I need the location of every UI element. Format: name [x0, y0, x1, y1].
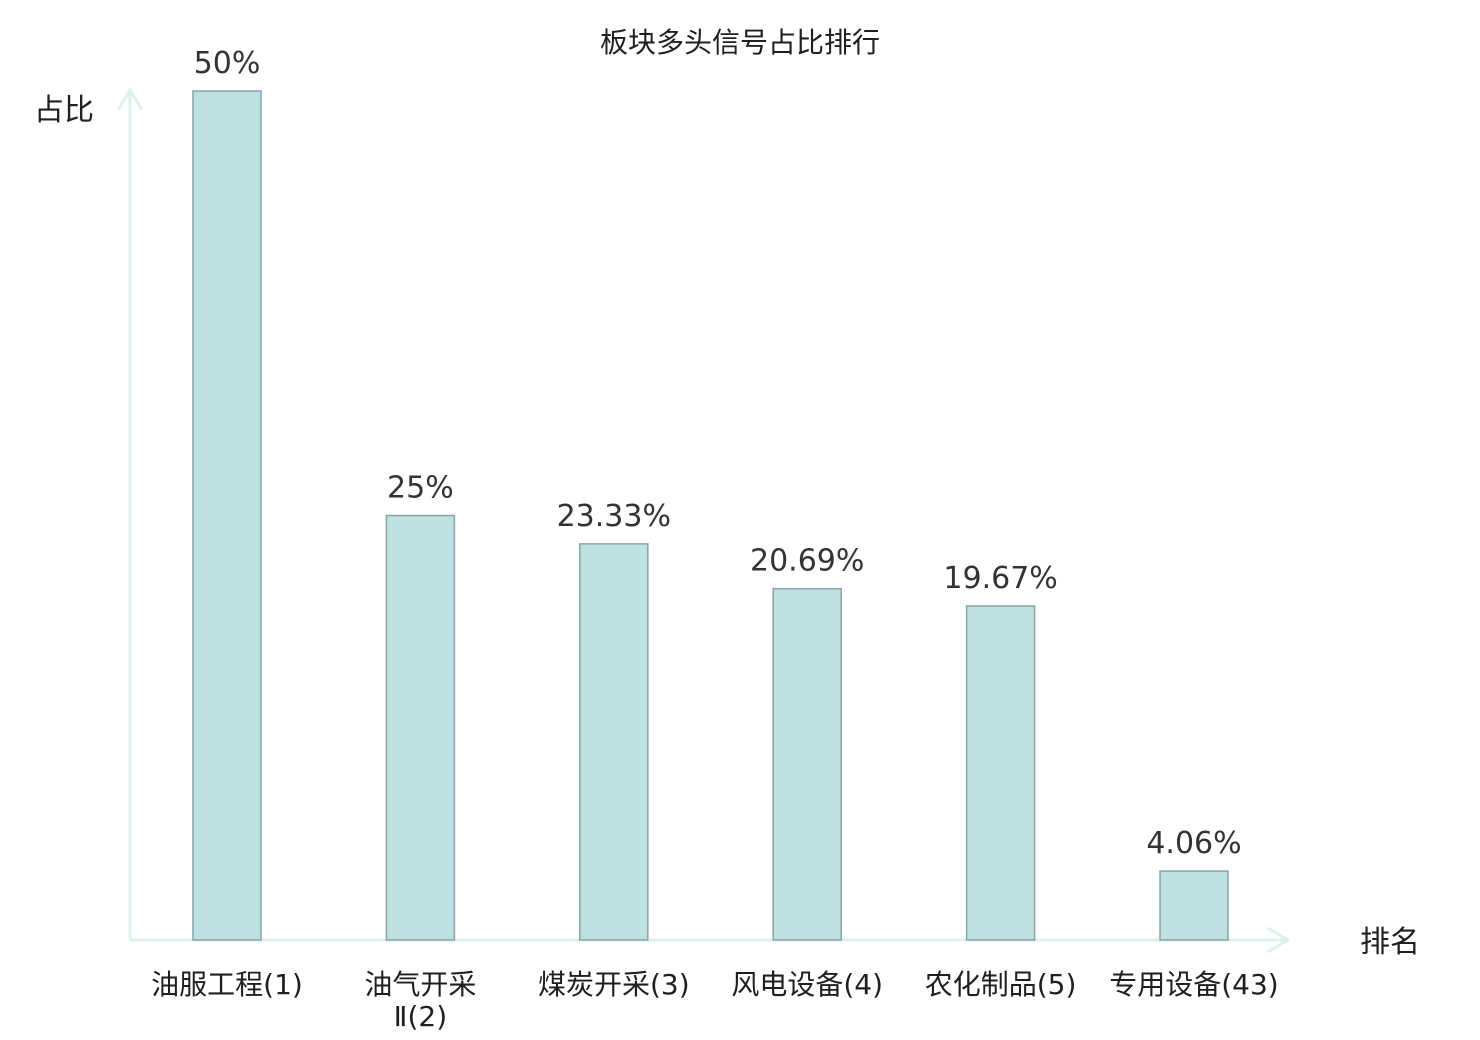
category-label-5: 农化制品(5) [925, 968, 1077, 1001]
category-label-line: Ⅱ(2) [394, 1000, 447, 1033]
x-axis [130, 926, 1291, 954]
value-label-1: 50% [194, 46, 261, 81]
category-label-line: 农化制品(5) [925, 968, 1077, 1001]
category-label-4: 风电设备(4) [731, 968, 883, 1001]
bars-group [192, 90, 1229, 941]
y-axis [116, 87, 144, 940]
category-label-line: 油服工程(1) [151, 968, 303, 1001]
category-label-line: 专用设备(43) [1109, 968, 1278, 1001]
value-label-2: 25% [387, 471, 454, 506]
value-label-4: 20.69% [750, 544, 864, 579]
category-label-6: 专用设备(43) [1109, 968, 1278, 1001]
category-label-1: 油服工程(1) [151, 968, 303, 1001]
category-label-line: 煤炭开采(3) [538, 968, 690, 1001]
bar-5 [965, 605, 1036, 941]
category-label-2: 油气开采 Ⅱ(2) [364, 968, 476, 1033]
bar-2 [385, 514, 456, 941]
category-label-line: 风电设备(4) [731, 968, 883, 1001]
bar-4 [772, 587, 842, 941]
category-label-3: 煤炭开采(3) [538, 968, 690, 1001]
y-axis-arrow-icon [116, 87, 144, 111]
x-axis-label: 排名 [1360, 925, 1420, 960]
bar-3 [579, 543, 649, 941]
bar-1 [192, 90, 262, 941]
value-label-6: 4.06% [1146, 826, 1241, 861]
category-label-line: 油气开采 [364, 968, 476, 1001]
value-label-3: 23.33% [557, 499, 671, 534]
chart-title: 板块多头信号占比排行 [600, 26, 880, 59]
value-labels-group: 50% 25% 23.33% 20.69% 19.67% 4.06% [194, 46, 1242, 861]
x-axis-arrow-icon [1267, 926, 1291, 954]
value-label-5: 19.67% [943, 561, 1057, 596]
y-axis-label: 占比 [34, 93, 94, 128]
category-labels-group: 油服工程(1) 油气开采 Ⅱ(2) 煤炭开采(3) 风电设备(4) 农化制品(5) 专用设备… [151, 968, 1279, 1033]
bar-6 [1159, 870, 1229, 941]
